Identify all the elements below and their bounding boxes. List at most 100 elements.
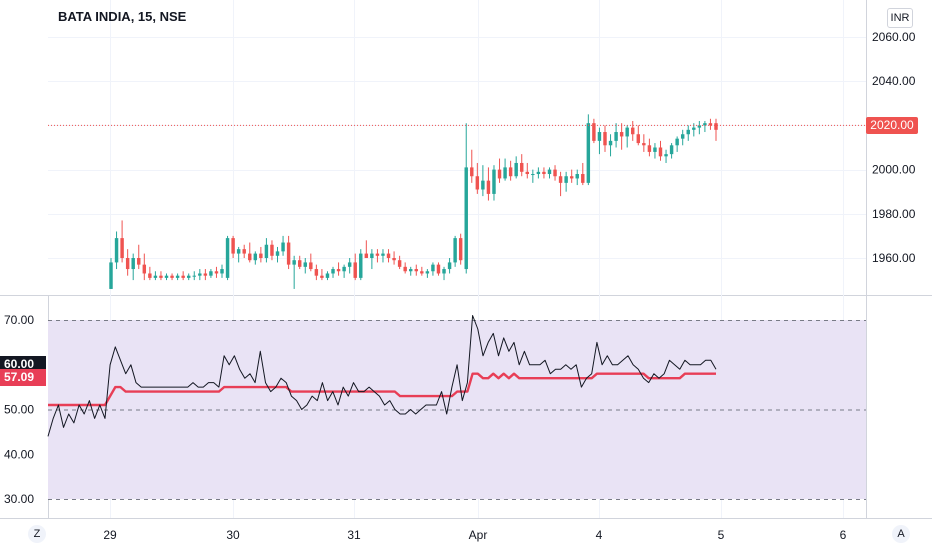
time-tick-label: Apr bbox=[469, 528, 488, 542]
candle-body bbox=[525, 171, 530, 175]
candle-body bbox=[120, 238, 124, 258]
candles bbox=[48, 114, 866, 289]
candle-body bbox=[625, 127, 629, 137]
rsi-tick-label: 30.00 bbox=[4, 492, 34, 506]
auto-scale-button[interactable]: A bbox=[892, 525, 910, 543]
candle-body bbox=[198, 273, 202, 276]
candle-body bbox=[692, 127, 696, 130]
time-tick-label: 29 bbox=[103, 528, 117, 542]
candle-body bbox=[564, 176, 568, 183]
candle-body bbox=[214, 271, 219, 274]
rsi-value-tag: 60.00 bbox=[0, 356, 46, 374]
candle-body bbox=[131, 258, 135, 270]
time-axis: 29 30 31 Apr 4 5 6 bbox=[103, 528, 846, 542]
candle-body bbox=[375, 253, 380, 256]
candle-body bbox=[248, 253, 252, 261]
candle-body bbox=[275, 251, 280, 256]
candle-body bbox=[225, 238, 230, 278]
currency-button[interactable]: INR bbox=[887, 8, 913, 28]
candle-body bbox=[464, 167, 468, 270]
candle-body bbox=[708, 123, 713, 126]
candle-body bbox=[603, 132, 607, 146]
price-tick-label: 1960.00 bbox=[872, 251, 916, 265]
candle-body bbox=[397, 260, 402, 267]
candle-body bbox=[636, 134, 641, 144]
candle-body bbox=[547, 169, 552, 175]
candle-body bbox=[109, 262, 113, 289]
candle-body bbox=[470, 167, 474, 177]
candle-body bbox=[642, 143, 646, 146]
candle-body bbox=[431, 264, 435, 272]
candle-body bbox=[592, 123, 596, 141]
candle-body bbox=[714, 123, 718, 130]
candle-body bbox=[331, 269, 335, 274]
candle-body bbox=[192, 275, 196, 277]
candle-body bbox=[614, 132, 618, 141]
candle-body bbox=[236, 249, 241, 254]
candle-body bbox=[148, 273, 152, 278]
candle-body bbox=[342, 266, 346, 272]
candle-body bbox=[486, 180, 491, 194]
candle-body bbox=[653, 147, 657, 152]
candle-body bbox=[159, 275, 163, 278]
candle-body bbox=[320, 275, 324, 278]
candle-body bbox=[314, 269, 319, 276]
candle-body bbox=[392, 258, 396, 261]
candle-body bbox=[303, 262, 307, 267]
candle-body bbox=[242, 249, 246, 254]
price-tick-label: 2060.00 bbox=[872, 30, 916, 44]
candle-body bbox=[325, 273, 330, 278]
candle-body bbox=[425, 271, 430, 274]
candle-body bbox=[669, 145, 674, 155]
candle-body bbox=[170, 275, 174, 278]
candle-body bbox=[364, 253, 369, 258]
candle-body bbox=[664, 154, 668, 157]
candle-body bbox=[370, 253, 374, 258]
price-axis: 2060.00 2040.00 2000.00 1980.00 1960.00 bbox=[872, 30, 916, 265]
time-tick-label: 31 bbox=[347, 528, 361, 542]
candle-body bbox=[458, 238, 463, 261]
candle-body bbox=[436, 264, 441, 274]
candle-body bbox=[703, 123, 707, 126]
candle-body bbox=[220, 269, 224, 274]
candle-body bbox=[336, 269, 341, 272]
rsi-axis: 70.00 50.00 40.00 30.00 bbox=[4, 313, 34, 506]
candle-body bbox=[686, 129, 690, 135]
candle-body bbox=[409, 269, 413, 272]
candle-body bbox=[353, 262, 357, 278]
candle-body bbox=[581, 174, 585, 183]
candle-body bbox=[347, 262, 352, 267]
last-price-tag: 2020.00 bbox=[866, 116, 918, 134]
candle-body bbox=[153, 275, 158, 278]
candle-body bbox=[297, 260, 302, 267]
candle-body bbox=[481, 180, 485, 190]
candle-body bbox=[558, 176, 563, 183]
candle-body bbox=[142, 264, 147, 274]
candle-body bbox=[442, 269, 446, 274]
candle-body bbox=[164, 275, 169, 278]
candle-body bbox=[114, 238, 119, 263]
candle-body bbox=[309, 262, 313, 270]
candle-body bbox=[403, 266, 407, 272]
time-tick-label: 5 bbox=[718, 528, 725, 542]
candle-body bbox=[186, 275, 191, 278]
candle-body bbox=[536, 171, 541, 175]
price-tick-label: 2040.00 bbox=[872, 74, 916, 88]
rsi-ma-line bbox=[48, 372, 716, 407]
candle-body bbox=[631, 127, 635, 135]
candle-body bbox=[553, 169, 557, 177]
candle-body bbox=[531, 174, 535, 176]
rsi-tick-label: 50.00 bbox=[4, 403, 34, 417]
candle-body bbox=[520, 162, 524, 172]
candle-body bbox=[286, 242, 291, 265]
candle-body bbox=[453, 238, 457, 263]
zoom-button[interactable]: Z bbox=[28, 525, 46, 543]
candle-body bbox=[125, 258, 130, 270]
candle-body bbox=[597, 132, 602, 141]
rsi-line bbox=[47, 315, 717, 437]
candle-body bbox=[420, 271, 424, 274]
candle-body bbox=[209, 271, 213, 276]
rsi-tick-label: 70.00 bbox=[4, 313, 34, 327]
price-tick-label: 1980.00 bbox=[872, 207, 916, 221]
